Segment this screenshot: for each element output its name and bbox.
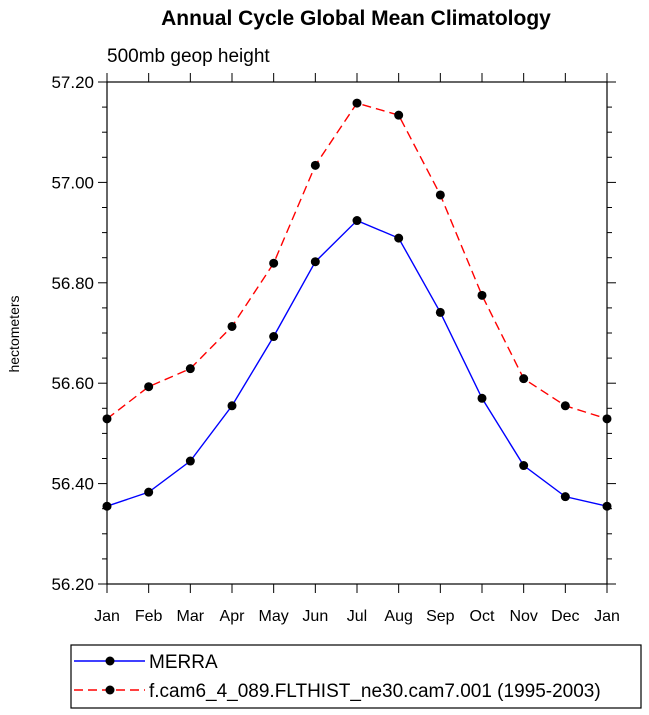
- x-tick-label: Jun: [302, 608, 328, 625]
- x-tick-label: Jan: [94, 608, 120, 625]
- x-tick-label: Oct: [470, 608, 495, 625]
- data-point-1: [144, 382, 154, 392]
- data-point-1: [394, 110, 404, 120]
- x-tick-label: Feb: [135, 608, 163, 625]
- data-point-0: [102, 501, 112, 511]
- data-point-1: [310, 160, 320, 170]
- data-point-0: [310, 257, 320, 267]
- x-tick-label: Jan: [594, 608, 620, 625]
- legend-box: [70, 644, 642, 709]
- y-axis-label: hectometers: [6, 295, 22, 372]
- data-point-1: [227, 321, 237, 331]
- series-line-1: [106, 102, 608, 420]
- data-point-1: [519, 374, 529, 384]
- data-point-1: [435, 190, 445, 200]
- data-point-1: [102, 414, 112, 424]
- series-line-0: [106, 219, 608, 507]
- data-point-0: [144, 487, 154, 497]
- data-point-0: [560, 492, 570, 502]
- x-tick-label: Aug: [384, 608, 412, 625]
- chart-title: Annual Cycle Global Mean Climatology: [161, 7, 551, 30]
- x-tick-label: Nov: [509, 608, 537, 625]
- x-tick-label: May: [259, 608, 289, 625]
- legend-marker-1: [105, 685, 115, 695]
- series-layer: [102, 98, 612, 511]
- data-point-0: [227, 401, 237, 411]
- data-point-0: [435, 307, 445, 317]
- axes: 56.20 56.40 56.60 56.80 57.00 57.20 Jan Feb Mar A…: [51, 73, 620, 625]
- y-tick-label: 56.80: [51, 274, 94, 293]
- x-tick-label: Mar: [177, 608, 205, 625]
- x-tick-label: Jul: [347, 608, 367, 625]
- data-point-1: [560, 401, 570, 411]
- y-tick-label: 56.60: [51, 374, 94, 393]
- y-tick-label: 56.20: [51, 575, 94, 594]
- data-point-1: [269, 258, 279, 268]
- data-point-0: [519, 461, 529, 471]
- data-point-0: [185, 456, 195, 466]
- legend-label-0: MERRA: [149, 652, 218, 673]
- data-point-0: [602, 501, 612, 511]
- data-point-1: [185, 364, 195, 374]
- data-point-0: [352, 216, 362, 226]
- x-tick-label: Sep: [426, 608, 455, 625]
- legend-marker-0: [105, 656, 115, 666]
- x-tick-label: Apr: [220, 608, 246, 625]
- y-tick-label: 57.00: [51, 173, 94, 192]
- y-tick-label: 57.20: [51, 73, 94, 92]
- y-tick-label: 56.40: [51, 475, 94, 494]
- data-point-1: [352, 98, 362, 108]
- legend-label-1: f.cam6_4_089.FLTHIST_ne30.cam7.001 (1995…: [149, 681, 601, 702]
- x-tick-label: Dec: [551, 608, 579, 625]
- data-point-1: [602, 414, 612, 424]
- plot-frame: [106, 81, 608, 585]
- data-point-0: [394, 233, 404, 243]
- data-point-1: [477, 290, 487, 300]
- chart-subtitle: 500mb geop height: [107, 46, 270, 67]
- data-point-0: [477, 393, 487, 403]
- data-point-0: [269, 332, 279, 342]
- legend: MERRA f.cam6_4_089.FLTHIST_ne30.cam7.001 …: [70, 644, 642, 709]
